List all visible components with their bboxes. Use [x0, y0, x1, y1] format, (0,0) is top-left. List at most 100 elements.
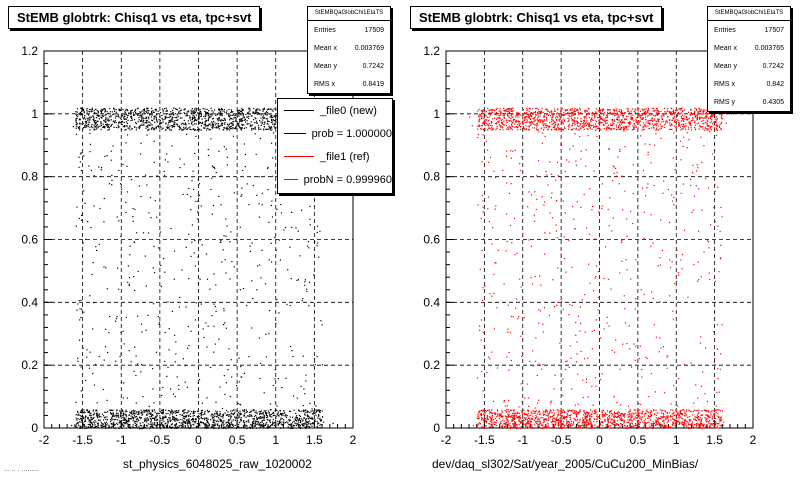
- data-point: [512, 112, 514, 115]
- data-point: [167, 366, 169, 368]
- data-point: [186, 193, 188, 196]
- data-point: [213, 303, 215, 305]
- data-point: [305, 422, 307, 424]
- data-point: [199, 108, 201, 110]
- data-point: [121, 114, 124, 116]
- data-point: [312, 413, 314, 415]
- data-point: [237, 111, 239, 113]
- data-point: [699, 117, 701, 119]
- data-point: [496, 127, 498, 129]
- data-point: [304, 414, 306, 416]
- data-point: [590, 120, 592, 123]
- data-point: [86, 121, 88, 123]
- data-point: [302, 419, 304, 421]
- data-point: [628, 112, 630, 114]
- data-point: [129, 254, 131, 256]
- data-point: [204, 413, 206, 415]
- data-point: [240, 412, 242, 414]
- data-point: [250, 115, 252, 117]
- data-point: [313, 338, 315, 340]
- data-point: [195, 123, 197, 125]
- data-point: [75, 117, 77, 119]
- data-point: [156, 120, 158, 122]
- data-point: [258, 128, 260, 130]
- data-point: [626, 108, 628, 110]
- data-point: [142, 124, 144, 126]
- data-point: [315, 411, 317, 413]
- data-point: [281, 414, 283, 417]
- data-point: [254, 133, 256, 135]
- data-point: [148, 411, 150, 413]
- data-point: [225, 111, 227, 114]
- data-point: [246, 411, 248, 413]
- data-point: [568, 119, 570, 121]
- data-point: [610, 113, 612, 115]
- data-point: [583, 124, 585, 126]
- data-point: [709, 116, 711, 118]
- data-point: [596, 125, 598, 127]
- data-point: [573, 120, 575, 122]
- data-point: [198, 194, 201, 196]
- data-point: [280, 421, 282, 423]
- data-point: [545, 125, 547, 127]
- data-point: [238, 112, 240, 114]
- data-point: [205, 112, 207, 114]
- data-point: [135, 122, 137, 124]
- data-point: [634, 112, 636, 114]
- data-point: [80, 299, 82, 301]
- data-point: [647, 110, 649, 112]
- data-point: [701, 121, 703, 123]
- data-point: [230, 416, 232, 418]
- data-point: [168, 417, 170, 419]
- data-point: [198, 415, 200, 418]
- data-point: [147, 409, 149, 412]
- data-point: [218, 128, 220, 130]
- data-point: [289, 410, 292, 413]
- data-point: [278, 312, 280, 314]
- data-point: [189, 427, 191, 429]
- data-point: [314, 419, 316, 421]
- data-point: [259, 113, 261, 115]
- data-point: [589, 116, 591, 119]
- data-point: [639, 121, 641, 123]
- data-point: [588, 123, 590, 125]
- data-point: [172, 112, 174, 114]
- data-point: [583, 110, 586, 112]
- data-point: [494, 110, 496, 112]
- data-point: [94, 420, 96, 422]
- data-point: [596, 113, 598, 115]
- data-point: [309, 411, 311, 414]
- data-point: [707, 125, 709, 127]
- data-point: [186, 128, 188, 130]
- data-point: [187, 426, 189, 428]
- data-point: [495, 114, 497, 116]
- data-point: [157, 110, 159, 112]
- data-point: [261, 420, 263, 422]
- data-point: [110, 426, 112, 428]
- data-point: [266, 415, 268, 417]
- data-point: [536, 111, 539, 113]
- data-point: [225, 272, 227, 274]
- data-point: [239, 226, 241, 228]
- data-point: [707, 124, 709, 127]
- data-point: [238, 427, 240, 429]
- data-point: [174, 361, 176, 363]
- data-point: [534, 111, 536, 113]
- data-point: [185, 115, 187, 117]
- data-point: [218, 420, 220, 423]
- data-point: [222, 415, 224, 417]
- data-point: [204, 410, 206, 413]
- data-point: [619, 124, 621, 126]
- data-point: [256, 418, 258, 420]
- data-point: [170, 228, 172, 230]
- data-point: [313, 422, 315, 424]
- data-point: [232, 423, 234, 426]
- data-point: [119, 121, 121, 124]
- data-point: [530, 118, 532, 121]
- data-point: [653, 118, 655, 120]
- data-point: [163, 420, 165, 422]
- data-point: [613, 109, 615, 111]
- y-tick-label: 0.8: [423, 170, 440, 184]
- data-point: [299, 427, 301, 429]
- data-point: [212, 122, 214, 124]
